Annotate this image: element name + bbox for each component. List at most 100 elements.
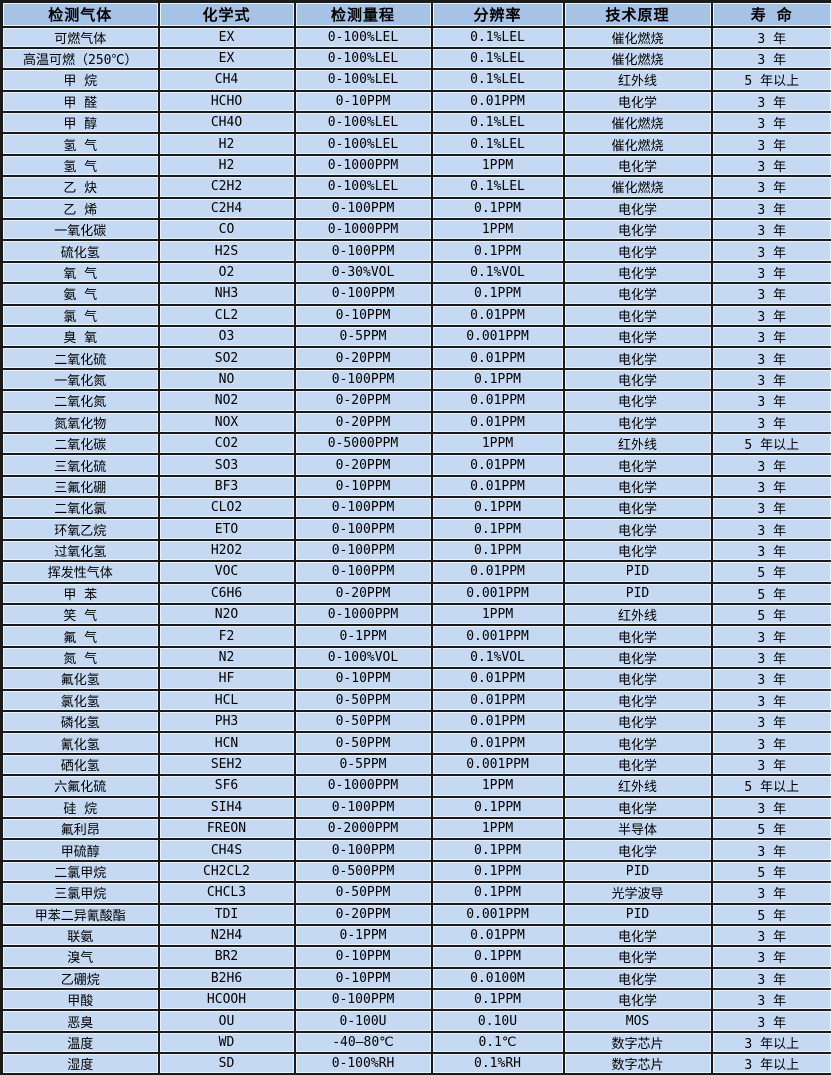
cell-formula: PH3 <box>157 709 296 734</box>
table-row: 六氟化硫 SF6 0-1000PPM 1PPM 红外线 5 年以上 <box>0 774 831 798</box>
table-row: 挥发性气体 VOC 0-100PPM 0.01PPM PID 5 年 <box>0 560 831 584</box>
cell-principle: 电化学 <box>562 731 713 755</box>
cell-formula: EX <box>157 46 296 71</box>
cell-resolution: 0.01PPM <box>430 667 565 691</box>
cell-lifespan: 3 年 <box>710 731 831 755</box>
cell-resolution: 0.01PPM <box>430 346 565 370</box>
cell-lifespan: 3 年 <box>710 752 831 777</box>
column-header-resolution: 分辨率 <box>430 0 565 28</box>
cell-principle: 电化学 <box>562 324 713 349</box>
cell-gas: 氨 气 <box>0 282 160 306</box>
column-header-range: 检测量程 <box>293 0 433 28</box>
cell-gas: 甲苯二异氰酸酯 <box>0 902 160 926</box>
cell-gas: 可燃气体 <box>0 25 160 49</box>
table-row: 氢 气 H2 0-1000PPM 1PPM 电化学 3 年 <box>0 153 831 178</box>
cell-lifespan: 3 年 <box>710 239 831 263</box>
cell-lifespan: 3 年 <box>710 196 831 221</box>
cell-range: 0-100%RH <box>293 1052 433 1075</box>
table-row: 三氟化硼 BF3 0-10PPM 0.01PPM 电化学 3 年 <box>0 474 831 499</box>
cell-lifespan: 3 年 <box>710 46 831 71</box>
cell-principle: 电化学 <box>562 196 713 221</box>
cell-gas: 甲 醛 <box>0 89 160 114</box>
cell-principle: 电化学 <box>562 667 713 691</box>
cell-resolution: 1PPM <box>430 603 565 627</box>
cell-principle: 电化学 <box>562 645 713 670</box>
cell-resolution: 0.1%VOL <box>430 645 565 670</box>
cell-lifespan: 3 年 <box>710 367 831 392</box>
cell-formula: SO2 <box>157 346 296 370</box>
cell-resolution: 0.0100M <box>430 966 565 991</box>
cell-principle: 电化学 <box>562 453 713 477</box>
cell-gas: 六氟化硫 <box>0 774 160 798</box>
cell-range: 0-5PPM <box>293 324 433 349</box>
column-header-gas: 检测气体 <box>0 0 160 28</box>
cell-gas: 氢 气 <box>0 132 160 156</box>
cell-range: 0-5PPM <box>293 752 433 777</box>
cell-range: 0-1000PPM <box>293 774 433 798</box>
table-row: 氯 气 CL2 0-10PPM 0.01PPM 电化学 3 年 <box>0 303 831 327</box>
cell-gas: 甲酸 <box>0 988 160 1012</box>
cell-lifespan: 3 年 <box>710 389 831 413</box>
cell-lifespan: 3 年 <box>710 517 831 541</box>
cell-formula: VOC <box>157 560 296 584</box>
cell-lifespan: 3 年以上 <box>710 1030 831 1055</box>
cell-range: 0-100PPM <box>293 282 433 306</box>
cell-formula: HCN <box>157 731 296 755</box>
cell-lifespan: 5 年以上 <box>710 68 831 92</box>
cell-gas: 二氧化硫 <box>0 346 160 370</box>
cell-lifespan: 3 年 <box>710 538 831 563</box>
table-row: 乙硼烷 B2H6 0-10PPM 0.0100M 电化学 3 年 <box>0 966 831 991</box>
cell-lifespan: 3 年 <box>710 175 831 199</box>
cell-resolution: 0.01PPM <box>430 731 565 755</box>
cell-principle: 电化学 <box>562 282 713 306</box>
table-row: 甲硫醇 CH4S 0-100PPM 0.1PPM 电化学 3 年 <box>0 838 831 862</box>
cell-range: 0-100PPM <box>293 496 433 520</box>
cell-range: 0-1000PPM <box>293 217 433 242</box>
table-row: 氰化氢 HCN 0-50PPM 0.01PPM 电化学 3 年 <box>0 731 831 755</box>
cell-gas: 联氨 <box>0 923 160 948</box>
cell-range: 0-100%LEL <box>293 25 433 49</box>
cell-principle: 半导体 <box>562 816 713 841</box>
cell-gas: 臭 氧 <box>0 324 160 349</box>
table-row: 一氧化氮 NO 0-100PPM 0.1PPM 电化学 3 年 <box>0 367 831 392</box>
table-row: 乙 炔 C2H2 0-100%LEL 0.1%LEL 催化燃烧 3 年 <box>0 175 831 199</box>
cell-formula: F2 <box>157 624 296 648</box>
cell-gas: 磷化氢 <box>0 709 160 734</box>
cell-formula: SIH4 <box>157 795 296 819</box>
cell-principle: 电化学 <box>562 410 713 434</box>
table-row: 一氧化碳 CO 0-1000PPM 1PPM 电化学 3 年 <box>0 217 831 242</box>
cell-lifespan: 5 年 <box>710 603 831 627</box>
cell-range: 0-100PPM <box>293 517 433 541</box>
cell-gas: 一氧化碳 <box>0 217 160 242</box>
cell-range: 0-100PPM <box>293 795 433 819</box>
cell-resolution: 0.1℃ <box>430 1030 565 1055</box>
cell-principle: 电化学 <box>562 496 713 520</box>
cell-principle: 电化学 <box>562 517 713 541</box>
table-row: 湿度 SD 0-100%RH 0.1%RH 数字芯片 3 年以上 <box>0 1052 831 1075</box>
cell-formula: NO <box>157 367 296 392</box>
cell-formula: N2O <box>157 603 296 627</box>
cell-principle: 红外线 <box>562 603 713 627</box>
cell-principle: 红外线 <box>562 68 713 92</box>
cell-gas: 二氧化碳 <box>0 431 160 456</box>
cell-range: 0-100%LEL <box>293 175 433 199</box>
cell-formula: C6H6 <box>157 581 296 606</box>
cell-principle: 红外线 <box>562 774 713 798</box>
cell-resolution: 1PPM <box>430 431 565 456</box>
cell-formula: EX <box>157 25 296 49</box>
cell-resolution: 0.1PPM <box>430 945 565 969</box>
cell-lifespan: 3 年 <box>710 1009 831 1033</box>
cell-range: 0-100PPM <box>293 988 433 1012</box>
cell-principle: 电化学 <box>562 752 713 777</box>
cell-principle: PID <box>562 581 713 606</box>
table-row: 温度 WD -40—80℃ 0.1℃ 数字芯片 3 年以上 <box>0 1030 831 1055</box>
table-row: 氮 气 N2 0-100%VOL 0.1%VOL 电化学 3 年 <box>0 645 831 670</box>
table-row: 环氧乙烷 ETO 0-100PPM 0.1PPM 电化学 3 年 <box>0 517 831 541</box>
cell-principle: 电化学 <box>562 945 713 969</box>
table-row: 联氨 N2H4 0-1PPM 0.01PPM 电化学 3 年 <box>0 923 831 948</box>
cell-formula: OU <box>157 1009 296 1033</box>
cell-lifespan: 3 年 <box>710 111 831 135</box>
cell-lifespan: 5 年 <box>710 816 831 841</box>
cell-lifespan: 5 年以上 <box>710 774 831 798</box>
cell-gas: 二氧化氮 <box>0 389 160 413</box>
